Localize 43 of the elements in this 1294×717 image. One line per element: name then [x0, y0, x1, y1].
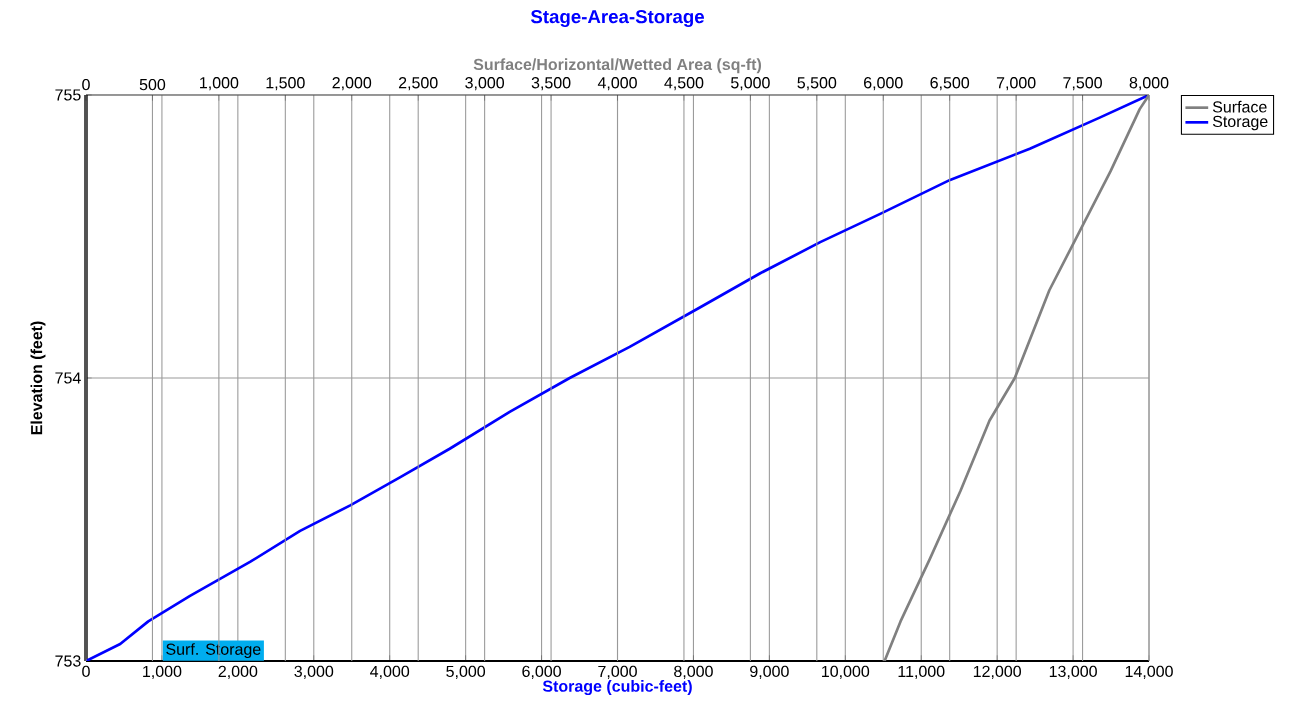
x2-tick-label: 5,500	[797, 77, 837, 91]
y-tick-label: 755	[55, 89, 81, 101]
x-tick-label: 4,000	[370, 665, 410, 679]
x2-tick-label: 1,000	[200, 77, 239, 91]
x2-tick-label: 0	[82, 78, 90, 91]
x2-tick-label: 3,500	[531, 77, 571, 91]
x2-tick-label: 4,500	[664, 77, 704, 91]
x2-tick-label: 2,500	[398, 77, 438, 91]
line-series	[86, 94, 1150, 661]
x-tick-label: 11,000	[898, 665, 945, 679]
y-tick-label: 753	[55, 655, 81, 667]
x2-tick-label: 3,000	[465, 77, 505, 91]
legend-label: Storage	[1212, 115, 1268, 131]
x-tick-label: 8,000	[674, 665, 713, 679]
x2-tick-label: 6,000	[864, 77, 903, 91]
x-tick-label: 14,000	[1125, 665, 1173, 679]
annotation: Surf. Storage	[166, 643, 261, 659]
x2-tick-label: 500	[139, 78, 166, 91]
x-tick-label: 0	[82, 665, 90, 678]
y-axis-title: Elevation (feet)	[30, 321, 46, 435]
x2-axis-title: Surface/Horizontal/Wetted Area (sq-ft)	[473, 58, 762, 74]
x-tick-label: 2,000	[218, 665, 258, 679]
x2-tick-label: 1,500	[266, 77, 305, 91]
x-tick-label: 5,000	[446, 665, 486, 679]
legend-label: Surface	[1212, 100, 1267, 113]
x-tick-label: 1,000	[143, 665, 182, 679]
x2-tick-label: 7,000	[996, 77, 1036, 91]
x2-tick-label: 4,000	[597, 77, 637, 91]
x-tick-label: 13,000	[1049, 665, 1097, 679]
chart-title: Stage-Area-Storage	[530, 10, 704, 28]
x-tick-label: 12,000	[973, 665, 1021, 679]
x2-tick-label: 7,500	[1063, 77, 1102, 91]
x-tick-label: 9,000	[750, 665, 789, 679]
x-tick-label: 7,000	[598, 665, 637, 679]
x-tick-label: 6,000	[522, 665, 561, 679]
x-axis-title: Storage (cubic-feet)	[542, 680, 692, 696]
x2-tick-label: 8,000	[1129, 77, 1169, 91]
x2-tick-label: 6,500	[930, 77, 970, 91]
x-tick-label: 10,000	[822, 665, 870, 679]
x-tick-label: 3,000	[294, 665, 334, 679]
x2-tick-label: 5,000	[731, 77, 770, 91]
x2-tick-label: 2,000	[332, 77, 372, 91]
y-tick-label: 754	[55, 372, 81, 384]
